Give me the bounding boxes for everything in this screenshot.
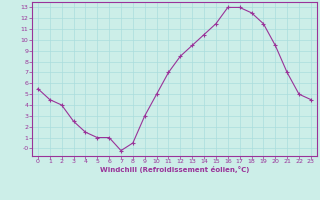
- X-axis label: Windchill (Refroidissement éolien,°C): Windchill (Refroidissement éolien,°C): [100, 166, 249, 173]
